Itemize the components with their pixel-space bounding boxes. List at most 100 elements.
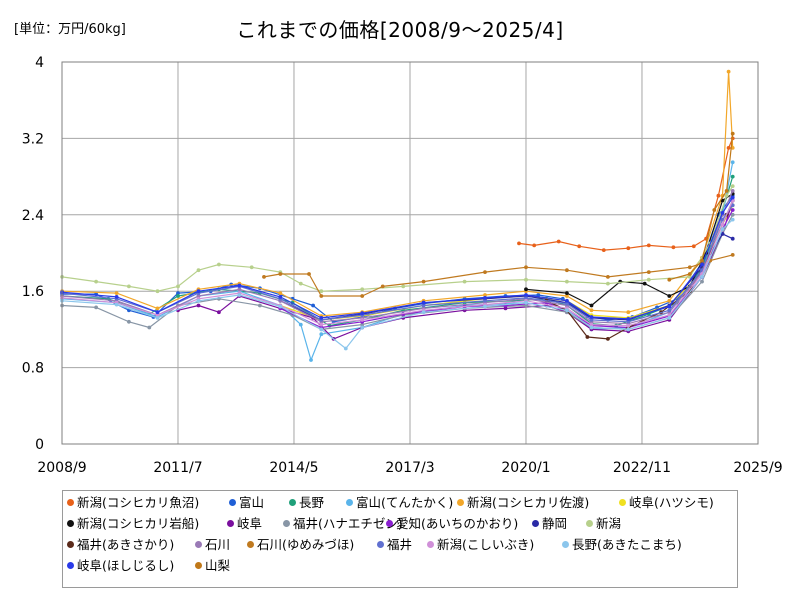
legend-marker — [67, 499, 74, 506]
legend-item: 福井 — [377, 537, 412, 553]
data-point — [700, 275, 704, 279]
legend-label: 愛知(あいちのかおり) — [396, 516, 519, 531]
data-point — [730, 236, 735, 241]
data-point — [565, 279, 569, 284]
data-point — [360, 325, 365, 330]
series-line — [62, 204, 734, 323]
data-point — [589, 322, 594, 327]
legend-label: 岐阜(ほしじるし) — [77, 558, 175, 573]
data-point — [360, 311, 365, 316]
data-point — [94, 305, 98, 310]
data-point — [730, 217, 735, 222]
legend-item: 岐阜(ほしじるし) — [67, 558, 174, 574]
y-tick-label: 1.6 — [22, 284, 44, 300]
series-line — [62, 219, 734, 350]
data-point — [298, 281, 303, 286]
legend-item: 福井(あきさかり) — [67, 537, 174, 553]
legend: 新潟(コシヒカリ魚沼) 富山 長野 富山(てんたかく) 新潟(コシヒカリ佐渡) 岐阜(ハツ… — [62, 490, 738, 588]
data-point — [217, 310, 221, 315]
grid-layer — [61, 61, 759, 445]
data-point — [700, 262, 704, 267]
data-point — [646, 277, 651, 282]
data-point — [724, 189, 729, 193]
series-line — [62, 195, 734, 323]
data-point — [217, 262, 221, 267]
data-point — [524, 300, 528, 305]
data-point — [642, 281, 647, 286]
legend-label: 山梨 — [205, 558, 231, 573]
data-point — [626, 317, 631, 321]
series-13 — [544, 198, 735, 341]
data-point — [524, 287, 528, 292]
data-point — [483, 304, 487, 309]
legend-marker — [346, 499, 353, 506]
data-point — [700, 258, 704, 263]
data-point — [155, 289, 160, 294]
data-point — [311, 303, 315, 308]
data-point — [462, 279, 467, 284]
series-layer — [60, 69, 735, 362]
legend-label: 福井(あきさかり) — [77, 537, 175, 552]
series-line — [263, 254, 733, 297]
data-point — [360, 322, 365, 327]
legend-marker — [227, 520, 234, 527]
legend-item: 石川(ゆめみづほ) — [247, 537, 354, 553]
data-point — [360, 287, 365, 292]
data-point — [524, 293, 528, 297]
legend-label: 長野 — [299, 495, 325, 510]
data-point — [278, 304, 283, 309]
data-point — [360, 318, 365, 322]
legend-item: 富山 — [229, 495, 264, 511]
data-point — [237, 287, 242, 292]
series-line — [62, 176, 734, 327]
data-point — [730, 208, 735, 212]
data-point — [237, 293, 242, 297]
legend-marker — [247, 541, 254, 548]
data-point — [343, 346, 348, 351]
data-point — [556, 239, 561, 244]
y-tick-label: 4 — [35, 55, 44, 71]
legend-marker — [619, 499, 626, 506]
data-point — [667, 316, 672, 320]
series-line — [62, 190, 734, 325]
series-19 — [60, 195, 735, 321]
series-line — [669, 133, 734, 281]
y-tick-label: 0 — [35, 437, 44, 453]
data-point — [720, 222, 725, 227]
x-tick-label: 2025/9 — [733, 460, 782, 476]
data-point — [309, 358, 313, 362]
series-18 — [60, 217, 735, 351]
legend-label: 新潟(コシヒカリ岩船) — [77, 516, 200, 531]
data-point — [114, 302, 119, 307]
y-tick-label: 2.4 — [22, 208, 44, 224]
data-point — [730, 131, 735, 136]
legend-marker — [283, 520, 290, 527]
data-point — [401, 284, 406, 289]
data-point — [319, 332, 324, 337]
data-point — [730, 203, 735, 208]
data-point — [196, 303, 201, 308]
legend-marker — [386, 520, 393, 527]
x-tick-label: 2020/1 — [501, 460, 550, 476]
data-point — [589, 315, 594, 319]
data-point — [565, 294, 569, 298]
data-point — [94, 279, 98, 284]
x-tick-label: 2008/9 — [37, 460, 86, 476]
data-point — [730, 195, 735, 200]
y-tick-label: 0.8 — [22, 361, 44, 377]
data-point — [421, 303, 426, 308]
legend-item: 新潟(コシヒカリ佐渡) — [457, 495, 589, 511]
data-point — [626, 310, 631, 315]
legend-marker — [586, 520, 593, 527]
legend-marker — [289, 499, 296, 506]
data-point — [298, 322, 303, 327]
data-point — [380, 284, 385, 289]
data-point — [421, 300, 426, 305]
data-point — [114, 291, 119, 295]
data-point — [196, 294, 201, 298]
data-point — [258, 303, 262, 308]
data-point — [565, 301, 569, 306]
legend-marker — [377, 541, 384, 548]
data-point — [667, 308, 672, 313]
